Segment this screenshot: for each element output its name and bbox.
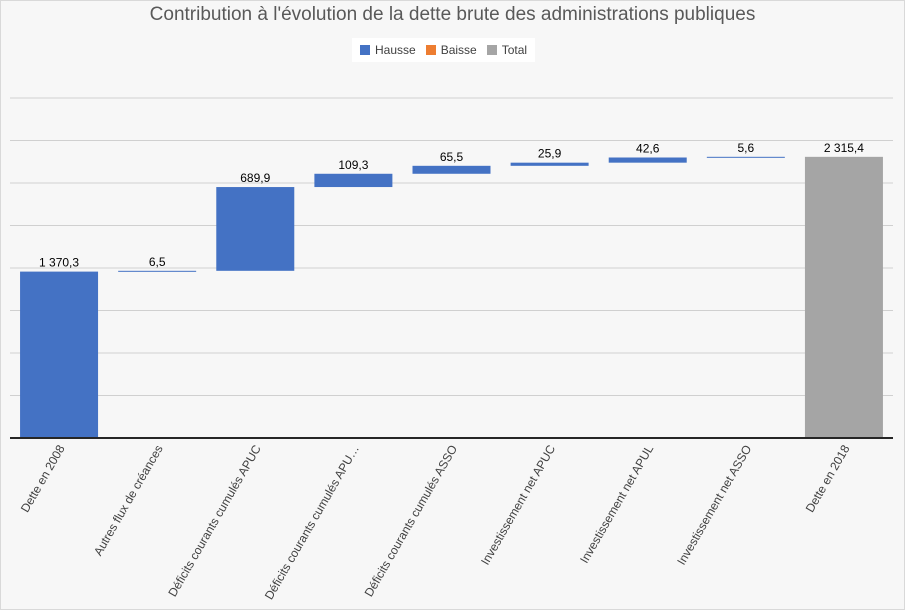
category-label-2: Déficits courants cumulés APUC [165,442,264,599]
bar-2 [216,187,295,271]
bar-5 [510,162,589,166]
data-label-5: 25,9 [538,147,562,161]
category-label-5: Investissement net APUC [478,442,558,567]
bar-4 [412,165,491,174]
legend-label-0: Hausse [375,43,416,57]
category-label-1: Autres flux de créances [91,443,166,559]
legend-entry-2: Total [486,43,528,57]
data-label-8: 2 315,4 [824,141,864,155]
legend-swatch-1 [425,45,436,55]
chart-title: Contribution à l'évolution de la dette b… [149,4,756,25]
category-label-7: Investissement net ASSO [674,443,754,568]
data-label-4: 65,5 [440,150,464,164]
chart-legend: Hausse Baisse Total [352,38,536,62]
legend-entry-1: Baisse [425,43,477,57]
data-label-1: 6,5 [149,255,166,269]
legend-label-1: Baisse [440,43,477,57]
data-label-6: 42,6 [636,142,660,156]
category-label-8: Dette en 2018 [803,442,853,515]
data-label-3: 109,3 [338,158,368,172]
bar-6 [608,157,687,163]
legend-label-2: Total [501,43,528,57]
category-label-0: Dette en 2008 [18,442,68,515]
data-label-7: 5,6 [737,141,754,155]
category-label-3: Déficits courants cumulés APU… [262,443,362,602]
legend-swatch-0 [360,45,370,55]
bar-7 [706,156,785,158]
bar-0 [20,271,99,438]
category-label-4: Déficits courants cumulés ASSO [362,443,460,600]
bar-1 [118,270,197,272]
data-label-2: 689,9 [240,171,270,185]
legend-entry-0: Hausse [360,43,416,57]
legend-swatch-2 [486,45,497,55]
data-label-0: 1 370,3 [39,256,79,270]
category-label-6: Investissement net APUL [577,442,656,565]
bar-3 [314,173,393,188]
bar-8 [804,156,883,438]
